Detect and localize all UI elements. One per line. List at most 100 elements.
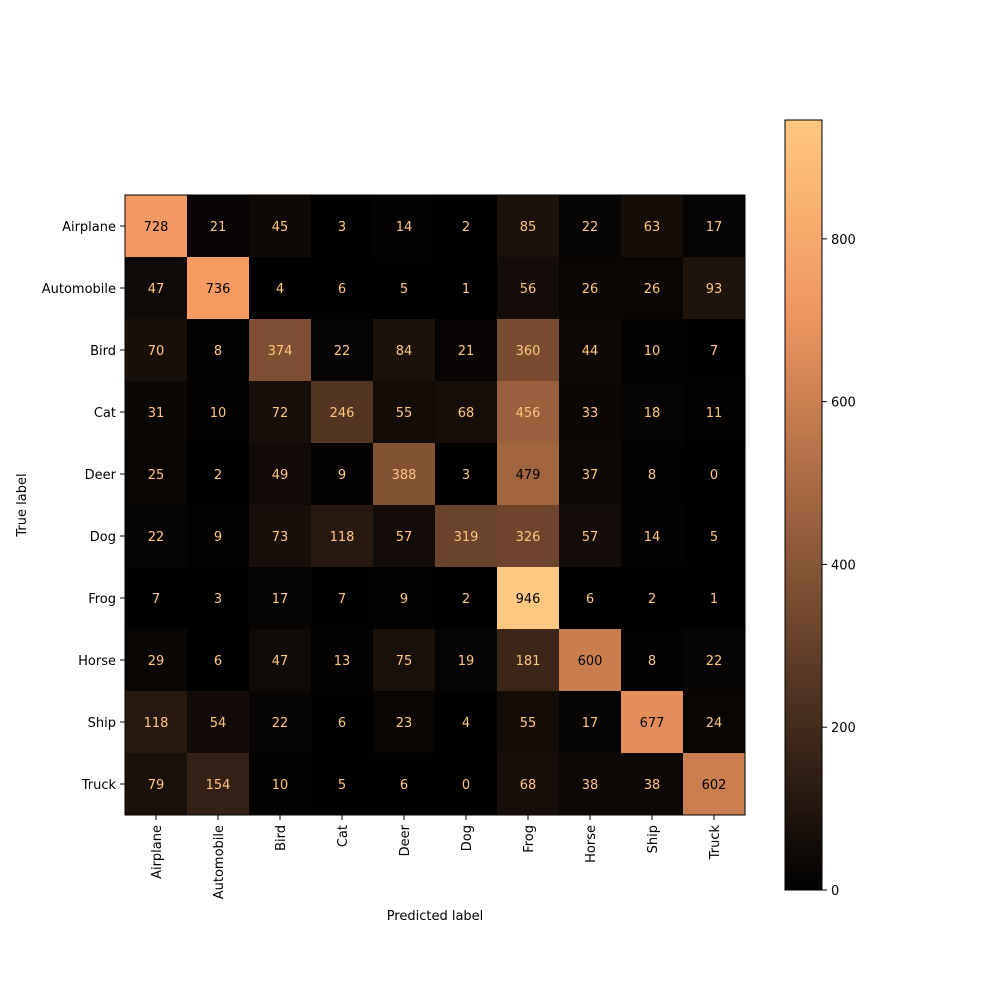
- y-tick-label: Bird: [90, 344, 116, 359]
- x-tick-label: Frog: [522, 825, 537, 853]
- cell-value-label: 181: [516, 654, 541, 669]
- heatmap-cell: [249, 381, 312, 444]
- cell-value-label: 54: [210, 716, 227, 731]
- cell-value-label: 2: [462, 592, 470, 607]
- heatmap-cell: [249, 443, 312, 506]
- cell-value-label: 388: [392, 468, 417, 483]
- cell-value-label: 21: [210, 220, 227, 235]
- heatmap-cell: [621, 753, 684, 816]
- cell-value-label: 2: [648, 592, 656, 607]
- cell-value-label: 6: [586, 592, 594, 607]
- heatmap-cell: [125, 629, 188, 692]
- heatmap-cell: [683, 629, 746, 692]
- cell-value-label: 14: [396, 220, 413, 235]
- cell-value-label: 84: [396, 344, 413, 359]
- cell-value-label: 118: [144, 716, 169, 731]
- cell-value-label: 9: [214, 530, 222, 545]
- heatmap-cell: [187, 443, 250, 506]
- heatmap-cell: [311, 195, 374, 258]
- heatmap-cell: [311, 629, 374, 692]
- heatmap-cell: [373, 629, 436, 692]
- heatmap-cell: [187, 195, 250, 258]
- cell-value-label: 55: [396, 406, 413, 421]
- cell-value-label: 7: [152, 592, 160, 607]
- cell-value-label: 3: [462, 468, 470, 483]
- cell-value-label: 22: [582, 220, 599, 235]
- cell-value-label: 14: [644, 530, 661, 545]
- heatmap-cell: [249, 691, 312, 754]
- heatmap-cell: [311, 753, 374, 816]
- cell-value-label: 26: [582, 282, 599, 297]
- y-tick-label: Truck: [81, 778, 117, 793]
- heatmap-cell: [125, 753, 188, 816]
- cell-value-label: 33: [582, 406, 599, 421]
- cell-value-label: 118: [330, 530, 355, 545]
- cell-value-label: 47: [148, 282, 165, 297]
- heatmap-cell: [125, 319, 188, 382]
- cell-value-label: 946: [516, 592, 541, 607]
- heatmap-cell: [621, 257, 684, 320]
- cell-value-label: 31: [148, 406, 165, 421]
- cell-value-label: 5: [338, 778, 346, 793]
- cell-value-label: 246: [330, 406, 355, 421]
- heatmap-cell: [373, 319, 436, 382]
- cell-value-label: 326: [516, 530, 541, 545]
- cell-value-label: 45: [272, 220, 289, 235]
- cell-value-label: 6: [338, 282, 346, 297]
- heatmap-cell: [683, 319, 746, 382]
- cell-value-label: 5: [400, 282, 408, 297]
- heatmap-cell: [373, 443, 436, 506]
- heatmap-cell: [559, 195, 622, 258]
- cell-value-label: 93: [706, 282, 723, 297]
- cell-value-label: 26: [644, 282, 661, 297]
- cell-value-label: 75: [396, 654, 413, 669]
- heatmap-cell: [621, 505, 684, 568]
- heatmap-cell: [311, 443, 374, 506]
- heatmap-cell: [683, 505, 746, 568]
- heatmap-cell: [435, 257, 498, 320]
- x-tick-label: Ship: [646, 825, 661, 853]
- heatmap-cell: [621, 629, 684, 692]
- heatmap-cell: [683, 753, 746, 816]
- cell-value-label: 57: [582, 530, 599, 545]
- cell-value-label: 736: [206, 282, 231, 297]
- heatmap-cell: [187, 753, 250, 816]
- cell-value-label: 0: [710, 468, 718, 483]
- cell-value-label: 72: [272, 406, 289, 421]
- cell-value-label: 11: [706, 406, 723, 421]
- heatmap-cell: [373, 195, 436, 258]
- heatmap-cell: [621, 381, 684, 444]
- x-axis-label: Predicted label: [387, 909, 484, 924]
- cell-value-label: 22: [706, 654, 723, 669]
- heatmap-cell: [559, 319, 622, 382]
- heatmap-cell: [187, 629, 250, 692]
- cell-value-label: 25: [148, 468, 165, 483]
- heatmap-cell: [435, 443, 498, 506]
- cell-value-label: 10: [272, 778, 289, 793]
- heatmap-cell: [559, 443, 622, 506]
- heatmap-cell: [187, 505, 250, 568]
- heatmap-cell: [187, 381, 250, 444]
- heatmap-cell: [373, 505, 436, 568]
- heatmap-cell: [373, 691, 436, 754]
- heatmap-cell: [497, 257, 560, 320]
- cell-value-label: 68: [458, 406, 475, 421]
- cell-value-label: 79: [148, 778, 165, 793]
- heatmap-cell: [249, 753, 312, 816]
- heatmap-cell: [249, 195, 312, 258]
- cell-value-label: 9: [338, 468, 346, 483]
- colorbar-tick-label: 800: [831, 233, 856, 248]
- heatmap-cell: [187, 691, 250, 754]
- cell-value-label: 3: [338, 220, 346, 235]
- cell-value-label: 17: [706, 220, 723, 235]
- cell-value-label: 29: [148, 654, 165, 669]
- cell-value-label: 319: [454, 530, 479, 545]
- cell-value-label: 2: [214, 468, 222, 483]
- heatmap-cell: [559, 567, 622, 630]
- heatmap-cell: [559, 257, 622, 320]
- heatmap-cell: [621, 691, 684, 754]
- cell-value-label: 17: [582, 716, 599, 731]
- cell-value-label: 63: [644, 220, 661, 235]
- x-tick-label: Horse: [584, 825, 599, 863]
- cell-value-label: 23: [396, 716, 413, 731]
